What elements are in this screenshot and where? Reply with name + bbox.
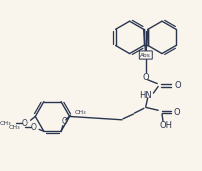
Text: CH₃: CH₃ (0, 121, 12, 126)
Text: O: O (142, 73, 149, 82)
Text: O: O (22, 119, 28, 128)
Text: O: O (62, 117, 68, 126)
Text: CH₃: CH₃ (8, 125, 20, 130)
Text: HN: HN (139, 91, 152, 101)
Text: O: O (174, 108, 181, 117)
Text: CH₃: CH₃ (74, 110, 86, 115)
Text: O: O (31, 123, 36, 132)
FancyBboxPatch shape (139, 51, 152, 59)
Text: Abs: Abs (140, 52, 151, 57)
Text: O: O (175, 81, 182, 90)
Text: OH: OH (159, 121, 172, 130)
